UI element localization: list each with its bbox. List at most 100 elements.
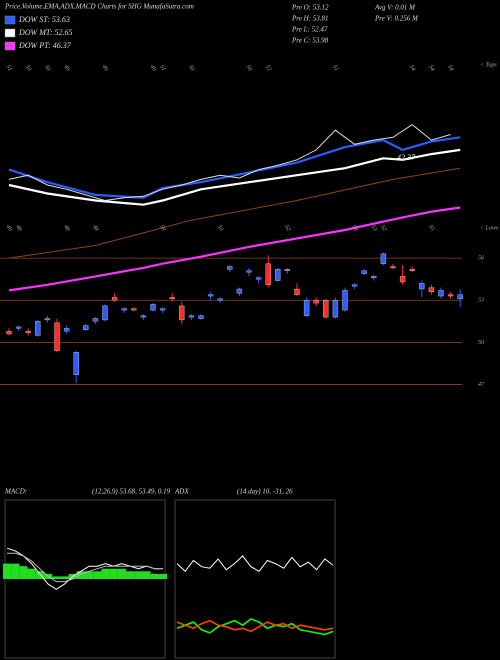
candle-body xyxy=(179,305,185,321)
candle-body xyxy=(457,294,463,300)
indicator-line xyxy=(8,136,461,199)
top-label: 50 xyxy=(187,64,195,72)
legend-label: DOW ST: 53.63 xyxy=(18,15,70,24)
indicator-line xyxy=(8,206,461,292)
info-text: Pre L: 52.47 xyxy=(291,26,328,34)
candle-body xyxy=(303,300,310,316)
histogram-bar xyxy=(134,571,143,579)
candle-body xyxy=(150,304,156,311)
candle-body xyxy=(102,305,108,321)
low-label: 48 xyxy=(62,224,71,233)
y-tick-label: 53 xyxy=(478,298,484,304)
candle-body xyxy=(419,283,425,290)
macd-line xyxy=(7,552,163,583)
candle-body xyxy=(428,287,435,293)
candle-body xyxy=(246,270,252,273)
legend-label: DOW MT: 52.65 xyxy=(18,28,73,37)
candle-body xyxy=(380,253,387,264)
candle-body xyxy=(323,300,329,318)
low-label: 53 xyxy=(369,224,377,232)
histogram-bar xyxy=(52,576,61,579)
histogram-bar xyxy=(158,573,168,579)
candle-body xyxy=(313,300,319,304)
histogram-bar xyxy=(60,576,69,579)
top-label: 51 xyxy=(5,64,13,72)
low-label: 50 xyxy=(216,224,224,232)
candle-body xyxy=(390,266,396,269)
histogram-bar xyxy=(85,571,94,579)
top-label: 49 xyxy=(101,64,110,73)
candle-body xyxy=(198,315,204,319)
tops-label: < Tops xyxy=(480,62,497,68)
histogram-bar xyxy=(2,563,12,579)
low-label: 52 xyxy=(379,224,387,232)
candle-body xyxy=(63,328,70,332)
candle-body xyxy=(294,288,300,295)
candle-body xyxy=(207,294,214,297)
candle-body xyxy=(217,298,223,301)
histogram-bar xyxy=(35,571,44,579)
top-label: 51 xyxy=(331,64,339,72)
histogram-bar xyxy=(142,571,151,579)
candle-body xyxy=(371,276,377,278)
histogram-bar xyxy=(19,566,28,579)
y-tick-label: 56 xyxy=(478,255,484,261)
top-label: 51 xyxy=(158,64,166,72)
chart-title: Price,Volume,EMA,ADX,MACD Charts for SHG… xyxy=(4,3,194,11)
y-tick-label: 50 xyxy=(478,340,484,346)
low-label: 53 xyxy=(350,224,358,232)
candle-body xyxy=(361,270,367,274)
histogram-bar xyxy=(109,568,118,579)
candle-body xyxy=(92,318,99,322)
candle-body xyxy=(275,269,281,281)
candle-body xyxy=(159,308,166,311)
info-text: Pre H: 53.81 xyxy=(291,15,328,23)
candle-body xyxy=(188,315,195,318)
indicator-line xyxy=(8,148,461,206)
top-label: 50 xyxy=(245,64,253,72)
candle-body xyxy=(332,300,339,318)
histogram-bar xyxy=(93,571,102,579)
macd-subtitle: (12,26,9) 53.68, 53.49, 0.19 xyxy=(92,488,171,496)
candle-body xyxy=(399,276,406,283)
top-label: 50 xyxy=(43,64,51,72)
adx-panel xyxy=(174,499,336,659)
candle-body xyxy=(409,269,415,271)
info-text: Pre O: 53.12 xyxy=(291,4,329,12)
low-label: 55 xyxy=(427,224,435,232)
candle-body xyxy=(111,297,118,301)
indicator-line xyxy=(8,167,461,259)
histogram-bar xyxy=(27,568,36,579)
macd-line xyxy=(6,547,163,590)
low-label: 50 xyxy=(158,224,166,232)
candle-body xyxy=(131,308,137,311)
candle-body xyxy=(255,277,262,280)
candle-body xyxy=(44,318,51,321)
legend-swatch xyxy=(4,28,16,38)
candle-body xyxy=(447,294,454,297)
top-label: 54 xyxy=(446,64,455,73)
legend-swatch xyxy=(4,41,16,51)
y-tick-label: 47 xyxy=(478,381,485,388)
low-label: 48 xyxy=(14,224,23,233)
histogram-bar xyxy=(126,571,135,579)
info-text: Pre C: 53.98 xyxy=(291,37,329,45)
candle-body xyxy=(54,322,60,352)
candle-body xyxy=(25,330,31,333)
candle-body xyxy=(35,321,41,336)
histogram-bar xyxy=(76,571,85,579)
top-label: 49 xyxy=(62,64,71,73)
adx-line xyxy=(176,618,334,636)
candle-body xyxy=(265,263,271,285)
top-label: 50 xyxy=(24,64,32,72)
annotation: 42.37 xyxy=(397,153,416,162)
info-text: Avg V: 0.01 M xyxy=(374,4,416,12)
low-label: 48 xyxy=(91,224,100,233)
indicator-line xyxy=(8,123,451,202)
candle-body xyxy=(438,290,444,297)
macd-title: MACD: xyxy=(4,488,27,496)
histogram-bar xyxy=(101,568,110,579)
adx-line xyxy=(176,555,334,573)
candle-body xyxy=(227,266,233,270)
